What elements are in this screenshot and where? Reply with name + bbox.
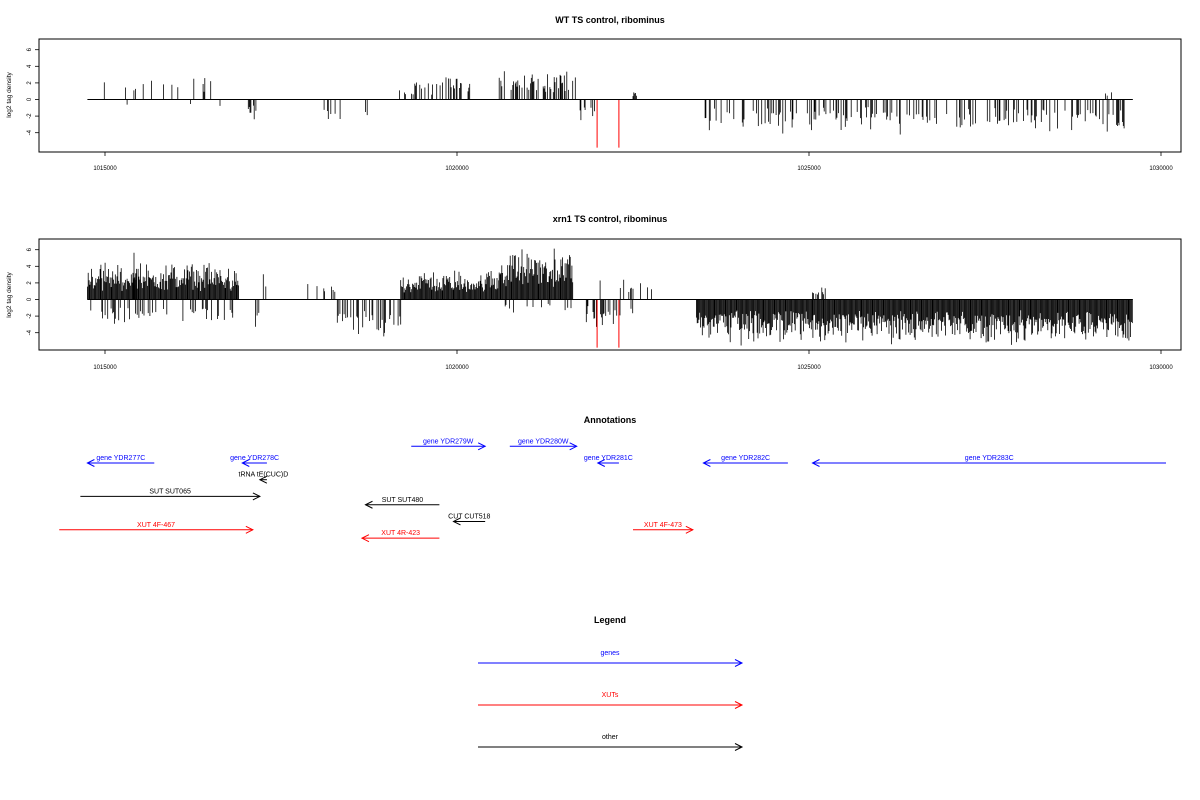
- other-label: SUT SUT065: [149, 488, 191, 495]
- gene-label: gene YDR277C: [96, 455, 145, 462]
- xrn1-x-tick-label: 1020000: [445, 365, 469, 371]
- xrn1-x-tick-label: 1030000: [1149, 365, 1173, 371]
- wt-plot-frame: [38, 38, 1182, 153]
- legend-items: genes XUTs other: [478, 650, 744, 751]
- legend-xut-label: XUTs: [602, 692, 619, 699]
- xut-label: XUT 4F-473: [644, 522, 682, 529]
- wt-y-tick-label: 6: [27, 47, 33, 51]
- annotations-title: Annotations: [584, 415, 637, 425]
- legend-xut-arrow: [478, 701, 744, 709]
- wt-y-tick-label: 0: [27, 97, 33, 101]
- xrn1-x-tick-label: 1015000: [93, 365, 117, 371]
- wt-y-tick-label: -2: [27, 113, 33, 119]
- xut-arrow: [59, 525, 254, 534]
- wt-y-axis: -4 -2 0 2 4 6: [27, 47, 39, 135]
- gene-arrow: [411, 442, 487, 451]
- xrn1-y-tick-label: 4: [27, 264, 33, 268]
- wt-panel: WT TS control, ribominus log2 tag densit…: [6, 15, 1182, 172]
- other-label: tRNA tE(CUC)D: [239, 472, 289, 479]
- gene-arrow: [702, 459, 788, 467]
- wt-y-axis-label: log2 tag density: [6, 71, 13, 117]
- wt-x-tick-label: 1015000: [93, 166, 117, 172]
- gene-label: gene YDR281C: [584, 455, 633, 462]
- gene-label: gene YDR280W: [518, 438, 569, 445]
- xrn1-bars: [87, 248, 1133, 348]
- xut-arrow: [633, 525, 694, 534]
- xrn1-y-axis-label: log2 tag density: [6, 271, 13, 317]
- wt-x-axis: 1015000 1020000 1025000 1030000: [93, 152, 1173, 172]
- gene-arrow: [509, 442, 578, 451]
- xrn1-plot-frame: [38, 238, 1182, 351]
- other-arrow: [364, 500, 440, 509]
- xut-label: XUT 4F-467: [137, 522, 175, 529]
- xrn1-panel-title: xrn1 TS control, ribominus: [553, 214, 668, 224]
- other-arrow: [80, 492, 261, 501]
- gene-label: gene YDR282C: [721, 455, 770, 462]
- legend-title: Legend: [594, 615, 626, 625]
- xrn1-y-tick-label: -2: [27, 313, 33, 319]
- gene-arrow: [86, 459, 155, 467]
- legend-other-label: other: [602, 734, 619, 741]
- gene-arrow: [811, 459, 1166, 467]
- other-label: CUT CUT518: [448, 513, 490, 520]
- wt-y-tick-label: 2: [27, 81, 33, 85]
- xrn1-x-axis: 1015000 1020000 1025000 1030000: [93, 350, 1173, 371]
- wt-x-tick-label: 1030000: [1149, 166, 1173, 172]
- xrn1-y-tick-label: 0: [27, 297, 33, 301]
- wt-y-tick-label: 4: [27, 64, 33, 68]
- annotation-features: gene YDR277C gene YDR278C gene YDR279W gene…: [59, 438, 1166, 543]
- wt-panel-title: WT TS control, ribominus: [555, 15, 665, 25]
- xrn1-panel: xrn1 TS control, ribominus log2 tag dens…: [6, 214, 1182, 371]
- xrn1-y-tick-label: -4: [27, 329, 33, 335]
- xut-label: XUT 4R-423: [381, 530, 420, 537]
- wt-bars: [103, 71, 1125, 148]
- legend-gene-label: genes: [600, 650, 620, 657]
- gene-label: gene YDR279W: [423, 438, 474, 445]
- xrn1-x-tick-label: 1025000: [797, 365, 821, 371]
- legend: Legend genes XUTs other: [478, 615, 744, 751]
- gene-label: gene YDR283C: [965, 455, 1014, 462]
- annotations-track: Annotations gene YDR277C gene YDR278Cgene…: [59, 415, 1166, 543]
- wt-x-tick-label: 1025000: [797, 166, 821, 172]
- legend-other-arrow: [478, 743, 744, 751]
- legend-gene-arrow: [478, 659, 744, 667]
- gene-label: gene YDR278C: [230, 455, 279, 462]
- other-arrow: [452, 517, 486, 526]
- xut-arrow: [360, 534, 440, 543]
- xrn1-y-tick-label: 2: [27, 281, 33, 285]
- wt-x-tick-label: 1020000: [445, 166, 469, 172]
- xrn1-y-tick-label: 6: [27, 247, 33, 251]
- xrn1-y-axis: -4 -2 0 2 4 6: [27, 247, 39, 335]
- gene-arrow: [596, 459, 619, 467]
- other-arrow: [258, 475, 268, 484]
- wt-y-tick-label: -4: [27, 129, 33, 135]
- other-label: SUT SUT480: [382, 497, 424, 504]
- gene-arrow: [241, 459, 267, 467]
